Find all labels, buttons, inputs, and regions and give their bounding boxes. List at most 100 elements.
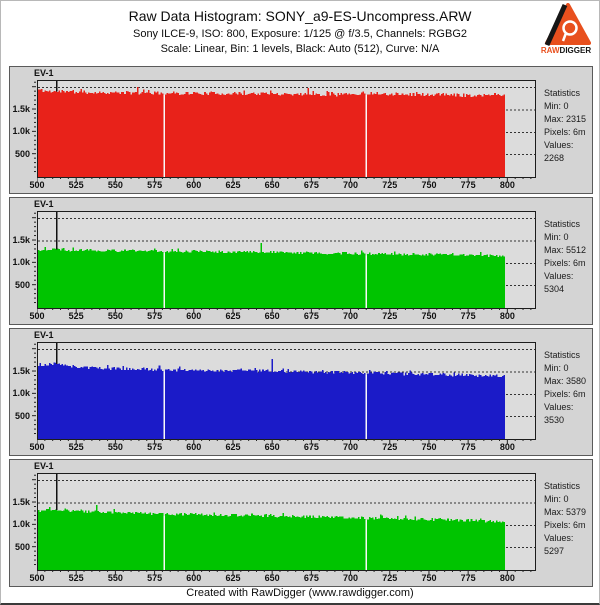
x-tick-label: 775 <box>460 442 476 452</box>
stat-pixels: Pixels: 6m <box>544 258 586 268</box>
x-tick-label: 725 <box>382 573 398 583</box>
stat-pixels: Pixels: 6m <box>544 389 586 399</box>
y-axis-ticks <box>32 212 36 304</box>
x-tick-label: 550 <box>107 311 123 321</box>
y-tick-label: 1.5k <box>12 235 30 246</box>
statistics-block-g2: Statistics Min: 0 Max: 5379 Pixels: 6m Value… <box>544 480 592 558</box>
x-tick-label: 750 <box>421 442 437 452</box>
x-tick-label: 700 <box>343 180 359 190</box>
x-tick-label: 700 <box>343 573 359 583</box>
x-tick-label: 800 <box>499 573 515 583</box>
x-tick-label: 625 <box>225 311 241 321</box>
stat-pixels: Pixels: 6m <box>544 520 586 530</box>
statistics-title: Statistics <box>544 88 581 98</box>
x-tick-label: 575 <box>147 180 163 190</box>
stat-min: Min: 0 <box>544 363 569 373</box>
statistics-title: Statistics <box>544 219 581 229</box>
y-tick-label: 1.0k <box>12 126 30 137</box>
y-tick-label: 1.0k <box>12 519 30 530</box>
x-tick-label: 550 <box>107 180 123 190</box>
x-tick-label: 800 <box>499 311 515 321</box>
x-tick-label: 675 <box>303 573 319 583</box>
y-tick-label: 1.5k <box>12 497 30 508</box>
rawdigger-logo: RAWDIGGER <box>537 3 595 63</box>
stat-min: Min: 0 <box>544 232 569 242</box>
x-tick-label: 525 <box>68 180 84 190</box>
x-tick-label: 525 <box>68 442 84 452</box>
y-axis-ticks <box>32 81 36 173</box>
ev-marker-label: EV-1 <box>34 68 54 78</box>
x-tick-label: 575 <box>147 442 163 452</box>
x-tick-label: 775 <box>460 573 476 583</box>
y-tick-label: 500 <box>14 410 30 421</box>
y-tick-label: 1.5k <box>12 104 30 115</box>
x-tick-label: 525 <box>68 311 84 321</box>
y-tick-label: 500 <box>14 541 30 552</box>
stat-values: Values: 3530 <box>544 402 574 425</box>
statistics-block-g: Statistics Min: 0 Max: 5512 Pixels: 6m Value… <box>544 218 592 296</box>
x-tick-label: 775 <box>460 180 476 190</box>
ev-marker-label: EV-1 <box>34 330 54 340</box>
panel-r-histogram: EV-1 500 1.0k 1.5k 500 525 550 575 600 625 650 675 7… <box>9 66 593 194</box>
x-tick-label: 675 <box>303 311 319 321</box>
x-tick-label: 675 <box>303 180 319 190</box>
x-tick-label: 500 <box>29 180 45 190</box>
stat-pixels: Pixels: 6m <box>544 127 586 137</box>
x-tick-label: 550 <box>107 442 123 452</box>
x-tick-label: 650 <box>264 180 280 190</box>
x-tick-label: 725 <box>382 311 398 321</box>
x-tick-label: 575 <box>147 573 163 583</box>
plot-area-g <box>37 211 536 309</box>
x-axis-ticks <box>37 570 532 575</box>
stat-min: Min: 0 <box>544 101 569 111</box>
x-tick-label: 600 <box>186 311 202 321</box>
x-tick-label: 625 <box>225 573 241 583</box>
y-tick-label: 1.0k <box>12 257 30 268</box>
stat-max: Max: 3580 <box>544 376 587 386</box>
rawdigger-logo-icon <box>544 3 591 47</box>
plot-area-b <box>37 342 536 440</box>
stat-values: Values: 5304 <box>544 271 574 294</box>
x-tick-label: 575 <box>147 311 163 321</box>
stat-values: Values: 2268 <box>544 140 574 163</box>
x-tick-label: 650 <box>264 573 280 583</box>
panel-b-histogram: EV-1 500 1.0k 1.5k 500 525 550 575 600 625 650 675 7… <box>9 328 593 456</box>
stat-values: Values: 5297 <box>544 533 574 556</box>
x-tick-label: 525 <box>68 573 84 583</box>
panel-g2-histogram: EV-1 500 1.0k 1.5k 500 525 550 575 600 625 650 675 7… <box>9 459 593 587</box>
statistics-title: Statistics <box>544 350 581 360</box>
x-tick-label: 625 <box>225 442 241 452</box>
x-tick-label: 750 <box>421 180 437 190</box>
x-tick-label: 600 <box>186 442 202 452</box>
x-tick-label: 500 <box>29 573 45 583</box>
plot-area-r <box>37 80 536 178</box>
panel-g-histogram: EV-1 500 1.0k 1.5k 500 525 550 575 600 625 650 675 7… <box>9 197 593 325</box>
footer-credit: Created with RawDigger (www.rawdigger.co… <box>186 587 414 599</box>
x-tick-label: 750 <box>421 573 437 583</box>
y-axis-ticks <box>32 343 36 435</box>
stat-min: Min: 0 <box>544 494 569 504</box>
x-axis-ticks <box>37 308 532 313</box>
x-tick-label: 600 <box>186 573 202 583</box>
y-tick-label: 500 <box>14 279 30 290</box>
y-tick-label: 1.0k <box>12 388 30 399</box>
x-tick-label: 700 <box>343 311 359 321</box>
x-tick-label: 775 <box>460 311 476 321</box>
x-tick-label: 650 <box>264 442 280 452</box>
x-tick-label: 500 <box>29 442 45 452</box>
rawdigger-wordmark: RAWDIGGER <box>540 46 592 55</box>
ev-marker-label: EV-1 <box>34 199 54 209</box>
x-tick-label: 800 <box>499 442 515 452</box>
x-tick-label: 750 <box>421 311 437 321</box>
x-tick-label: 625 <box>225 180 241 190</box>
x-tick-label: 500 <box>29 311 45 321</box>
x-tick-label: 650 <box>264 311 280 321</box>
x-tick-label: 675 <box>303 442 319 452</box>
statistics-block-r: Statistics Min: 0 Max: 2315 Pixels: 6m Value… <box>544 87 592 165</box>
y-tick-label: 500 <box>14 148 30 159</box>
stat-max: Max: 5379 <box>544 507 587 517</box>
plot-area-g2 <box>37 473 536 571</box>
ev-marker-label: EV-1 <box>34 461 54 471</box>
x-axis-ticks <box>37 177 532 182</box>
